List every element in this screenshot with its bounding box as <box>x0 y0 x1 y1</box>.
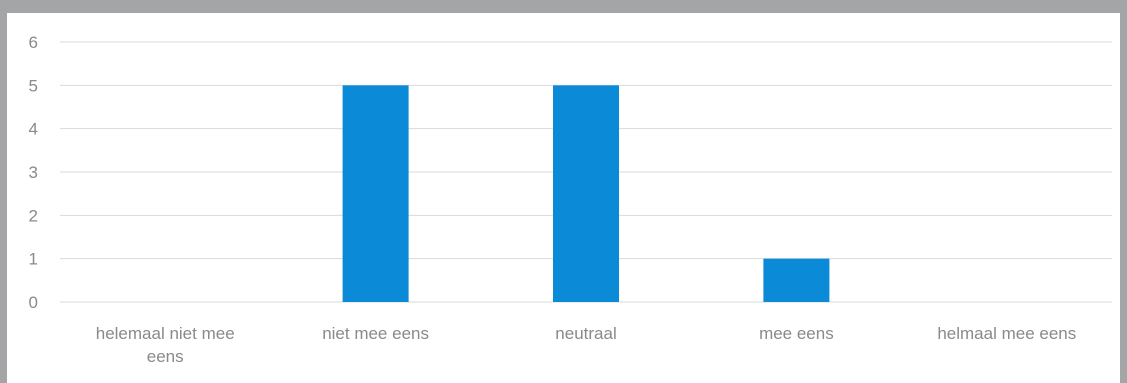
x-tick-label-line: neutraal <box>555 324 616 343</box>
y-tick-label: 0 <box>29 293 38 312</box>
y-tick-label: 3 <box>29 163 38 182</box>
y-tick-label: 6 <box>29 33 38 52</box>
x-tick-label: helmaal mee eens <box>937 324 1076 343</box>
x-tick-label-line: eens <box>147 347 184 366</box>
y-tick-label: 5 <box>29 76 38 95</box>
x-tick-label-line: niet mee eens <box>322 324 429 343</box>
bar-2 <box>553 85 619 302</box>
x-tick-label-line: helemaal niet mee <box>96 324 235 343</box>
y-tick-label: 1 <box>29 250 38 269</box>
y-tick-label: 4 <box>29 120 38 139</box>
x-axis-labels: helemaal niet mee eens niet mee eens neutra… <box>96 324 1077 366</box>
bar-1 <box>342 85 409 302</box>
x-tick-label: helemaal niet mee eens <box>96 324 235 366</box>
x-tick-label: neutraal <box>555 324 616 343</box>
x-tick-label-line: mee eens <box>759 324 834 343</box>
x-tick-label-line: helmaal mee eens <box>937 324 1076 343</box>
x-tick-label: mee eens <box>759 324 834 343</box>
bar-3 <box>763 258 830 302</box>
y-axis-ticks: 0 1 2 3 4 5 6 <box>29 33 38 312</box>
x-tick-label: niet mee eens <box>322 324 429 343</box>
chart-frame: 0 1 2 3 4 5 6 helemaal niet mee eens niet mee ee… <box>7 13 1120 383</box>
bars <box>342 85 830 302</box>
y-tick-label: 2 <box>29 206 38 225</box>
